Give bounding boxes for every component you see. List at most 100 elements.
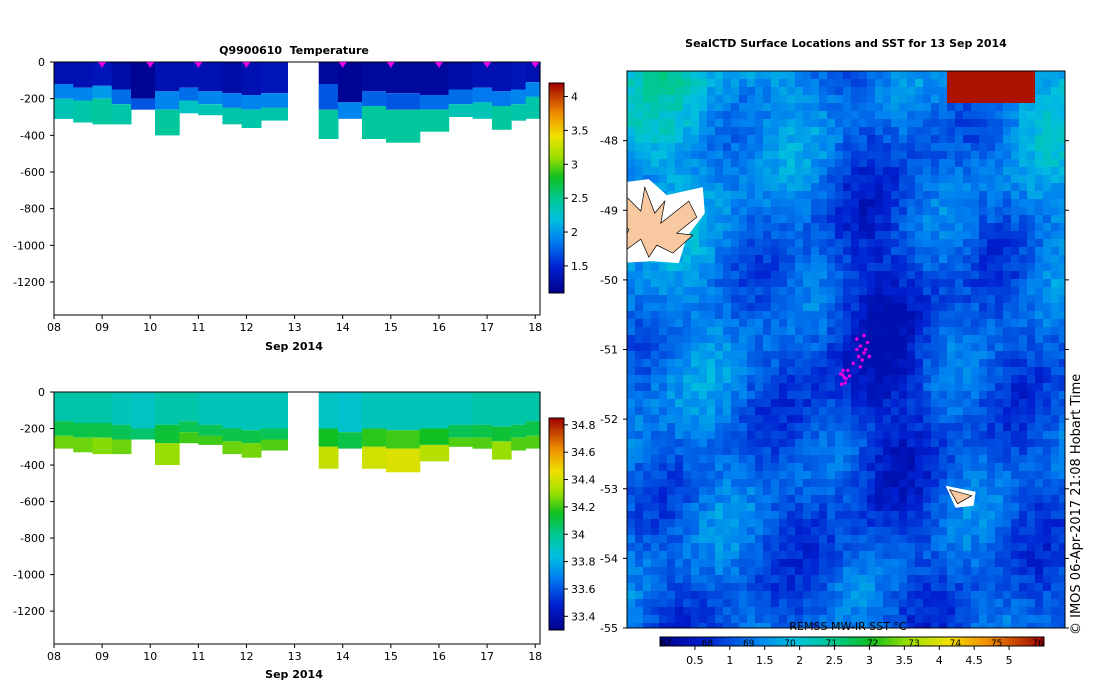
sst-cell (691, 151, 699, 159)
sst-cell (755, 527, 763, 535)
sst-cell (1035, 591, 1043, 599)
temperature-cell (198, 91, 224, 105)
sst-cell (907, 239, 915, 247)
temperature-x-tick-label: 10 (143, 321, 157, 334)
salinity-cell (448, 437, 474, 447)
sst-cell (715, 615, 723, 623)
seal-position (862, 333, 866, 338)
sst-cell (939, 375, 947, 383)
sst-cell (683, 439, 691, 447)
sst-cell (651, 103, 659, 111)
sst-cell (699, 447, 707, 455)
sst-cell (731, 495, 739, 503)
sst-cell (1051, 303, 1059, 311)
sst-cell (947, 607, 955, 615)
sst-cell (683, 583, 691, 591)
sst-cell (1011, 415, 1019, 423)
sst-cell (875, 487, 883, 495)
sst-cell (715, 207, 723, 215)
sst-cell (883, 223, 891, 231)
sst-cell (1019, 239, 1027, 247)
sst-cell (979, 351, 987, 359)
sst-cell (835, 567, 843, 575)
sst-cell (907, 111, 915, 119)
sst-cell (779, 495, 787, 503)
sst-cell (995, 79, 1003, 87)
sst-cell (715, 231, 723, 239)
sst-cell (715, 183, 723, 191)
temperature-cell (260, 62, 288, 94)
sst-cell (659, 471, 667, 479)
temperature-title: Q9900610 Temperature (219, 44, 369, 57)
sst-cell (643, 471, 651, 479)
sst-cell (907, 375, 915, 383)
sst-cell (811, 615, 819, 623)
sst-cell (707, 191, 715, 199)
sst-cell (907, 399, 915, 407)
temperature-cell (73, 62, 93, 88)
sst-cell (1051, 455, 1059, 463)
sst-cell (691, 183, 699, 191)
sst-cell (835, 167, 843, 175)
sst-cell (883, 271, 891, 279)
salinity-cell (491, 426, 512, 442)
sst-cell (915, 327, 923, 335)
sst-cell (883, 247, 891, 255)
sst-cell (707, 295, 715, 303)
sst-cell (667, 487, 675, 495)
sst-cell (963, 551, 971, 559)
sst-cell (779, 607, 787, 615)
sst-cell (715, 591, 723, 599)
sst-cell (771, 591, 779, 599)
sst-cell (947, 455, 955, 463)
sst-colorbar-top-label: 73 (908, 639, 919, 649)
sst-cell (987, 455, 995, 463)
sst-cell (659, 111, 667, 119)
sst-cell (627, 303, 635, 311)
sst-cell (979, 215, 987, 223)
sst-cell (731, 159, 739, 167)
sst-cell (963, 471, 971, 479)
sst-cell (627, 463, 635, 471)
sst-cell (683, 415, 691, 423)
sst-cell (795, 575, 803, 583)
sst-cell (739, 175, 747, 183)
sst-cell (1011, 295, 1019, 303)
sst-cell (907, 215, 915, 223)
salinity-cell (241, 443, 262, 458)
sst-cell (947, 447, 955, 455)
salinity-cell (111, 439, 132, 455)
sst-cell (627, 111, 635, 119)
sst-cell (731, 223, 739, 231)
sst-cell (827, 311, 835, 319)
sst-cell (1019, 87, 1027, 95)
sst-cell (747, 287, 755, 295)
sst-cell (739, 111, 747, 119)
seal-position (858, 344, 863, 348)
sst-cell (859, 271, 867, 279)
sst-cell (1043, 543, 1051, 551)
sst-cell (723, 207, 731, 215)
sst-cell (683, 615, 691, 623)
sst-cell (907, 503, 915, 511)
sst-cell (1003, 535, 1011, 543)
sst-cell (939, 95, 947, 103)
sst-cell (651, 511, 659, 519)
sst-cell (819, 287, 827, 295)
sst-cell (755, 319, 763, 327)
sst-cell (939, 535, 947, 543)
sst-cell (907, 391, 915, 399)
sst-cell (779, 127, 787, 135)
sst-cell (755, 215, 763, 223)
sst-cell (715, 399, 723, 407)
temperature-y-axis: 0-200-400-600-800-1000-1200 (13, 56, 54, 289)
sst-cell (931, 95, 939, 103)
sst-cell (635, 367, 643, 375)
sst-cell (675, 271, 683, 279)
sst-cell (779, 311, 787, 319)
sst-cell (987, 303, 995, 311)
sst-cell (843, 175, 851, 183)
sst-cell (843, 455, 851, 463)
sst-cell (883, 327, 891, 335)
sst-cell (907, 559, 915, 567)
